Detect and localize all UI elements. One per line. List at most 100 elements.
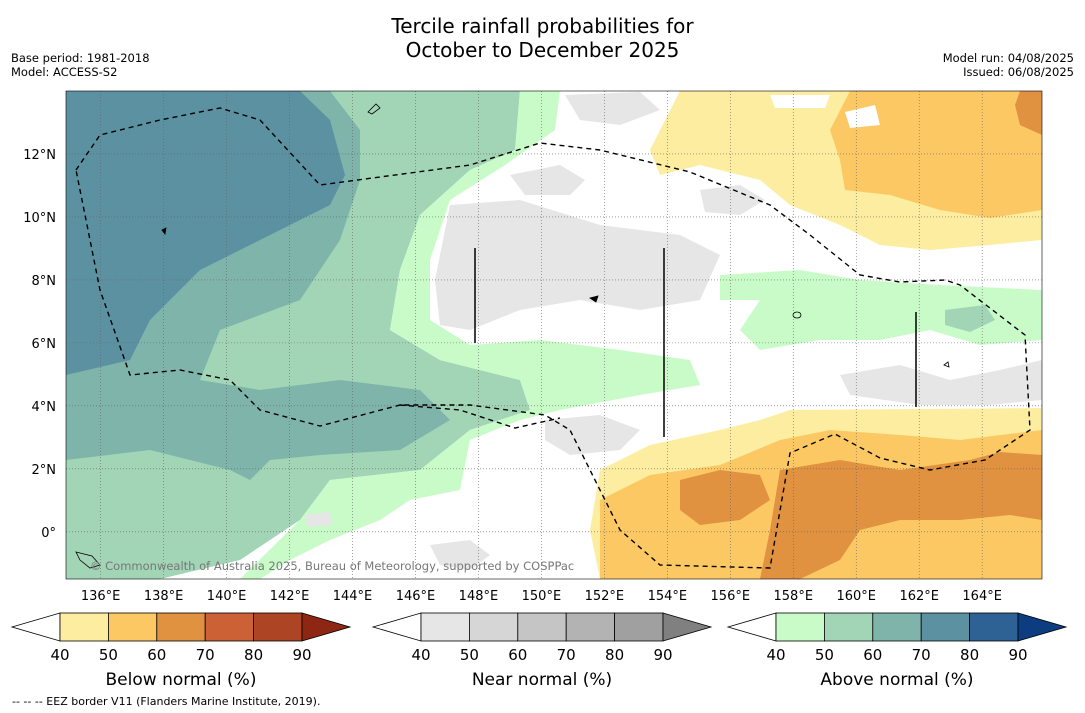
above-normal-70-region-2 (66, 91, 240, 250)
longitude-label: 142°E (270, 589, 310, 604)
legend-swatch (565, 612, 616, 642)
legend-tick-label: 60 (863, 646, 882, 664)
below-normal-50-region-ne (830, 91, 1042, 218)
island-2 (792, 311, 802, 319)
island-6 (943, 361, 950, 368)
legend-below: 40 50 60 70 80 90 Below normal (%) (10, 612, 352, 690)
legend-swatch (824, 612, 874, 642)
longitude-label: 138°E (144, 589, 184, 604)
near-normal-region-7 (700, 185, 765, 215)
longitude-label: 156°E (711, 589, 751, 604)
legend-extend-high (662, 612, 713, 642)
legend-swatch (420, 612, 470, 642)
legend-extend-high (301, 612, 352, 642)
legend-extend-low (726, 612, 777, 642)
longitude-label: 152°E (585, 589, 625, 604)
legend-swatch (253, 612, 303, 642)
longitude-label: 144°E (333, 589, 373, 604)
copyright-text: © Commonwealth of Australia 2025, Bureau… (90, 559, 574, 573)
legend-tick-label: 80 (605, 646, 624, 664)
near-normal-region-1 (435, 200, 720, 330)
legend-extend-low (371, 612, 422, 642)
near-normal-region-3 (510, 165, 585, 195)
model-info: Base period: 1981-2018 Model: ACCESS-S2 (11, 51, 150, 79)
near-normal-hole-ne-2 (770, 95, 830, 108)
solid-boundaries (474, 248, 917, 437)
latitude-label: 2°N (32, 463, 57, 478)
legend-tick-label: 60 (508, 646, 527, 664)
legend-colorbars: 40 50 60 70 80 90 Below normal (%) 40 50 60 70 80 90… (10, 612, 1068, 690)
legend-swatch (775, 612, 825, 642)
legend-tick-label: 60 (147, 646, 166, 664)
legend-swatch (969, 612, 1019, 642)
legend-tick-label: 80 (960, 646, 979, 664)
latitude-label: 4°N (32, 400, 57, 415)
near-normal-region-8 (430, 540, 490, 570)
latitude-labels: 12°N 10°N 8°N 6°N 4°N 2°N 0° (23, 148, 56, 541)
island-3 (161, 227, 167, 235)
island-5 (589, 295, 599, 303)
base-period-text: Base period: 1981-2018 (11, 51, 150, 65)
near-normal-region-2 (565, 92, 660, 125)
legend-title: Below normal (%) (106, 670, 257, 690)
legend-tick-label: 40 (411, 646, 430, 664)
longitude-label: 140°E (207, 589, 247, 604)
legend-swatch (108, 612, 158, 642)
legend-tick-label: 70 (912, 646, 931, 664)
legend-tick-label: 90 (653, 646, 672, 664)
legend-tick-label: 40 (766, 646, 785, 664)
legend-tick-label: 50 (815, 646, 834, 664)
near-normal-hole-ne (845, 105, 880, 128)
legend-swatch (614, 612, 664, 642)
legend-swatch (517, 612, 567, 642)
island-1 (367, 103, 381, 115)
legend-swatch (920, 612, 971, 642)
longitude-labels: 136°E 138°E 140°E 142°E 144°E 146°E 148°E 150°E… (81, 589, 1002, 604)
islands (75, 103, 950, 569)
map-title-line2: October to December 2025 (405, 38, 680, 62)
legend-tick-label: 50 (99, 646, 118, 664)
legend-swatch (156, 612, 206, 642)
longitude-label: 160°E (836, 589, 876, 604)
model-run-text: Model run: 04/08/2025 (942, 51, 1074, 65)
map-frame (65, 90, 1043, 580)
latitude-label: 12°N (23, 148, 56, 163)
eez-border-palau-fsm (75, 107, 1031, 569)
below-normal-60-region-se-2 (680, 470, 770, 525)
model-text: Model: ACCESS-S2 (11, 65, 118, 79)
legend-swatch (872, 612, 922, 642)
legend-near: 40 50 60 70 80 90 Near normal (%) (371, 612, 713, 690)
legend-extend-high (1017, 612, 1068, 642)
latitude-label: 10°N (23, 211, 56, 226)
near-normal-region-9 (305, 512, 332, 527)
below-normal-60-region-ne (1015, 91, 1042, 135)
legend-tick-label: 70 (557, 646, 576, 664)
below-normal-60-region-se (760, 452, 1042, 579)
legend-extend-low (10, 612, 61, 642)
legend-swatch (468, 612, 519, 642)
latitude-label: 6°N (32, 337, 57, 352)
legend-tick-label: 90 (1008, 646, 1027, 664)
longitude-label: 136°E (81, 589, 121, 604)
graticule (66, 91, 1042, 579)
eez-borders (75, 107, 1031, 569)
legend-swatch (204, 612, 254, 642)
eez-source-note: -- -- -- EEZ border V11 (Flanders Marine… (12, 695, 321, 708)
longitude-label: 150°E (522, 589, 562, 604)
longitude-label: 162°E (899, 589, 939, 604)
legend-title: Above normal (%) (820, 670, 973, 690)
near-normal-region-4 (545, 415, 640, 455)
longitude-label: 164°E (962, 589, 1002, 604)
run-info: Model run: 04/08/2025 Issued: 06/08/2025 (943, 51, 1074, 79)
latitude-label: 8°N (32, 274, 57, 289)
legend-tick-label: 40 (50, 646, 69, 664)
legend-above: 40 50 60 70 80 90 Above normal (%) (726, 612, 1068, 690)
longitude-label: 154°E (648, 589, 688, 604)
longitude-label: 158°E (774, 589, 814, 604)
island-4 (75, 551, 101, 569)
longitude-label: 148°E (459, 589, 499, 604)
above-normal-50-region-east (945, 305, 995, 332)
eez-border-internal (399, 404, 561, 429)
legend-swatch (59, 612, 109, 642)
